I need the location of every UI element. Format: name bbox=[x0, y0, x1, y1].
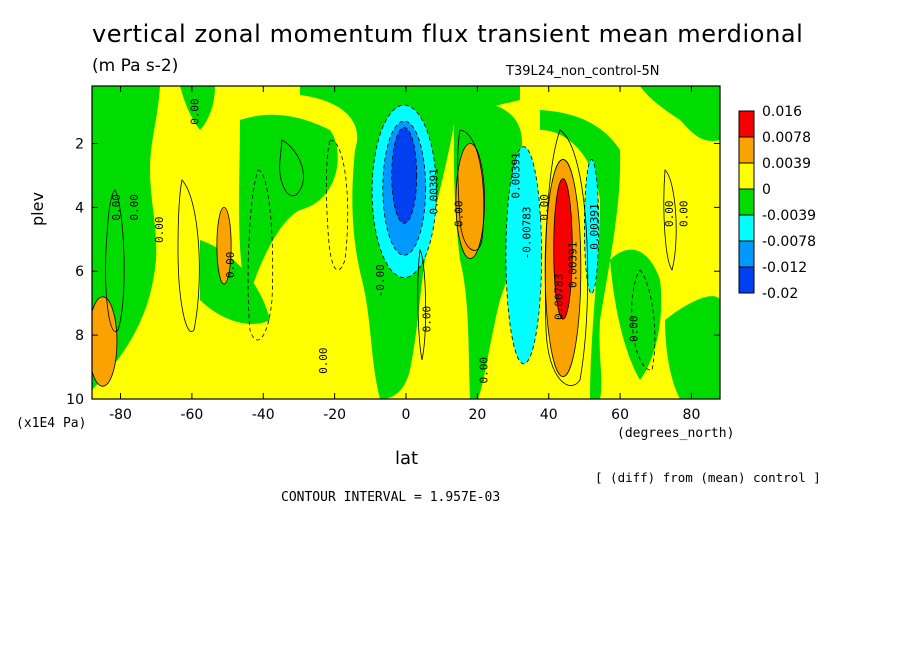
legend-swatch-0 bbox=[739, 111, 754, 137]
green-region-8 bbox=[640, 86, 720, 141]
y-axis-units: (x1E4 Pa) bbox=[16, 416, 87, 431]
difference-note: [ (diff) from (mean) control ] bbox=[595, 470, 821, 485]
legend-swatch-2 bbox=[739, 163, 754, 189]
dashed-contour-2 bbox=[325, 139, 349, 271]
solid-contour-2 bbox=[177, 179, 200, 332]
x-tick-label-7: 60 bbox=[611, 407, 629, 423]
contour-labels: 0.00 0.000.000.000.000.00-0.000.003910.00… bbox=[110, 98, 690, 383]
green-region-10 bbox=[665, 296, 720, 399]
legend-level-2: 0.0039 bbox=[762, 156, 811, 172]
x-axis-ticks: -80 -60 -40 -20 0 20 40 60 80 bbox=[109, 86, 700, 423]
contour-feature-pos-1 bbox=[216, 206, 232, 285]
contour-label-0: 0.00 bbox=[110, 194, 123, 221]
contour-label-13: 0.00 bbox=[538, 194, 551, 221]
contour-label-15: 0.00391 bbox=[567, 242, 580, 288]
legend-level-7: -0.02 bbox=[762, 286, 798, 302]
contour-label-14: 0.00783 bbox=[552, 274, 565, 320]
legend-level-1: 0.0078 bbox=[762, 130, 811, 146]
y-tick-label-3: 8 bbox=[75, 328, 84, 344]
legend-level-6: -0.012 bbox=[762, 260, 807, 276]
green-region-3 bbox=[239, 114, 338, 300]
solid-contour-4 bbox=[417, 248, 426, 361]
x-axis-units: (degrees_north) bbox=[617, 426, 735, 441]
contour-label-3: 0.00 bbox=[188, 98, 201, 125]
contour-feature-pos-0 bbox=[92, 296, 118, 387]
contour-lines bbox=[105, 129, 677, 386]
contour-feature-pos-2 bbox=[455, 143, 485, 259]
dataset-label: T39L24_non_control-5N bbox=[506, 64, 660, 79]
contour-label-9: 0.00 bbox=[453, 201, 466, 228]
contour-label-11: 0.00391 bbox=[510, 152, 523, 198]
contour-label-17: 0.00 bbox=[627, 315, 640, 342]
solid-contour-1 bbox=[105, 189, 125, 332]
solid-contour-3 bbox=[279, 139, 304, 197]
y-tick-label-1: 4 bbox=[75, 200, 84, 216]
legend-level-5: -0.0078 bbox=[762, 234, 816, 250]
contour-label-10: 0.00 bbox=[478, 357, 491, 384]
y-tick-label-0: 2 bbox=[75, 136, 84, 152]
contour-interval: CONTOUR INTERVAL = 1.957E-03 bbox=[281, 490, 501, 505]
x-tick-label-3: -20 bbox=[323, 407, 346, 423]
y-axis-ticks: 2 4 6 8 10 bbox=[66, 136, 720, 408]
contour-feature-pos-4 bbox=[553, 178, 573, 320]
legend-level-3: 0 bbox=[762, 182, 771, 198]
contour-label-4: 0.00 bbox=[224, 252, 237, 279]
contour-features bbox=[92, 104, 600, 387]
x-axis-label: lat bbox=[395, 448, 419, 469]
contour-label-1: 0.00 bbox=[128, 194, 141, 221]
solid-contour-7 bbox=[457, 129, 485, 251]
legend-swatch-1 bbox=[739, 137, 754, 163]
contour-feature-neg-8 bbox=[505, 146, 542, 365]
contour-label-19: 0.00 bbox=[677, 201, 690, 228]
contour-label-12: -0.00783 bbox=[520, 206, 533, 259]
contour-label-16: 0.00391 bbox=[588, 203, 601, 249]
x-tick-label-4: 0 bbox=[402, 407, 411, 423]
contour-feature-neg-7 bbox=[391, 127, 418, 224]
contour-label-6: -0.00 bbox=[374, 264, 387, 297]
x-tick-label-6: 40 bbox=[540, 407, 558, 423]
legend-level-0: 0.016 bbox=[762, 104, 802, 120]
y-tick-label-4: 10 bbox=[66, 392, 84, 408]
chart-title: vertical zonal momentum flux transient m… bbox=[92, 20, 804, 48]
contour-label-2: 0.00 bbox=[153, 216, 166, 243]
y-axis-label: plev bbox=[28, 192, 47, 226]
legend-swatch-3 bbox=[739, 189, 754, 215]
chart-units: (m Pa s-2) bbox=[92, 56, 179, 76]
contour-label-8: 0.00 bbox=[420, 306, 433, 333]
contour-label-18: 0.00 bbox=[663, 201, 676, 228]
contour-label-5: 0.00 bbox=[317, 347, 330, 374]
legend-level-4: -0.0039 bbox=[762, 208, 816, 224]
green-region-7 bbox=[540, 110, 621, 399]
contour-field: 0.00 0.000.000.000.000.00-0.000.003910.00… bbox=[92, 86, 720, 399]
dashed-contour-1 bbox=[247, 169, 274, 341]
x-tick-label-8: 80 bbox=[683, 407, 701, 423]
solid-contour-6 bbox=[544, 129, 589, 386]
x-tick-label-2: -40 bbox=[252, 407, 275, 423]
legend-swatch-4 bbox=[739, 215, 754, 241]
legend-swatch-5 bbox=[739, 241, 754, 267]
y-tick-label-2: 6 bbox=[75, 264, 84, 280]
green-region-9 bbox=[610, 249, 662, 380]
contour-label-7: 0.00391 bbox=[428, 168, 441, 214]
color-legend: 0.016 0.0078 0.0039 0 -0.0039 -0.0078 -0.012 -0… bbox=[738, 104, 816, 302]
x-tick-label-0: -80 bbox=[109, 407, 132, 423]
x-tick-label-1: -60 bbox=[180, 407, 203, 423]
x-tick-label-5: 20 bbox=[468, 407, 486, 423]
legend-swatch-6 bbox=[739, 267, 754, 293]
green-region-2 bbox=[180, 86, 215, 130]
solid-contour-5 bbox=[663, 169, 677, 271]
